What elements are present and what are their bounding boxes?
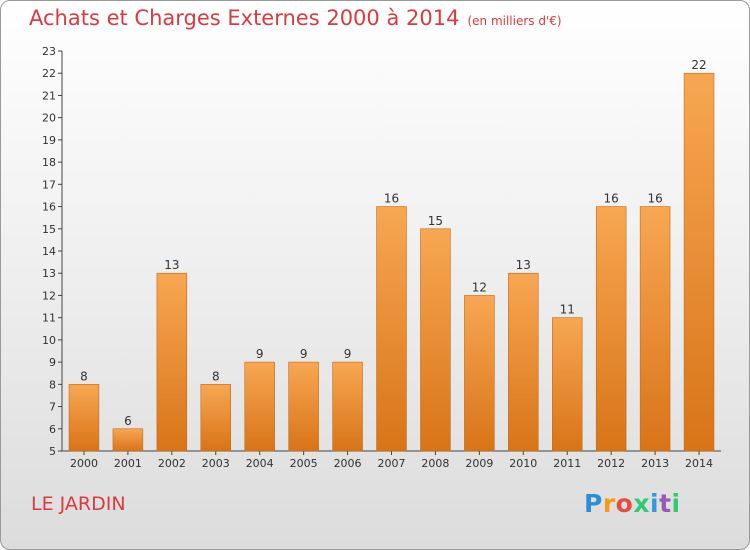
y-tick-label: 23 [42, 45, 56, 58]
bar [112, 428, 144, 452]
data-label: 13 [516, 258, 531, 272]
y-tick-label: 20 [42, 112, 56, 125]
x-tick-label: 2009 [465, 457, 493, 470]
unit-label: (en milliers d'€) [467, 14, 562, 28]
x-tick-label: 2013 [641, 457, 669, 470]
logo-letter: o [615, 489, 634, 518]
logo-letter: x [633, 489, 650, 518]
logo-letter: i [671, 489, 681, 518]
y-tick-label: 22 [42, 67, 56, 80]
bar [200, 384, 232, 452]
data-label: 13 [164, 258, 179, 272]
data-label: 12 [472, 280, 487, 294]
y-tick-label: 17 [42, 178, 56, 191]
x-tick-label: 2004 [246, 457, 274, 470]
bar [595, 206, 627, 452]
bar [288, 361, 319, 452]
x-tick-label: 2011 [553, 457, 581, 470]
y-tick-label: 10 [42, 334, 56, 347]
axes: 5 6 7 8 9 10 11 12 13 14 15 16 17 18 19 20 21 22 23 2000 200… [42, 45, 721, 470]
y-tick-label: 6 [49, 423, 56, 436]
x-tick-label: 2008 [421, 457, 449, 470]
data-label: 22 [691, 58, 706, 72]
data-label: 9 [344, 347, 352, 361]
x-tick-label: 2006 [334, 457, 362, 470]
x-tick-label: 2001 [114, 457, 142, 470]
title-text: Achats et Charges Externes 2000 à 2014 [29, 6, 460, 30]
data-label: 8 [80, 369, 88, 383]
bar [464, 295, 495, 452]
logo-letter: P [584, 489, 603, 518]
y-tick-label: 16 [42, 201, 56, 214]
x-tick-label: 2000 [70, 457, 98, 470]
y-tick-label: 13 [42, 267, 56, 280]
y-tick-label: 5 [49, 445, 56, 458]
data-label: 9 [300, 347, 308, 361]
y-tick-label: 12 [42, 289, 56, 302]
bar [244, 361, 275, 452]
y-tick-label: 11 [42, 312, 56, 325]
bar [376, 206, 407, 452]
logo-letter: r [602, 489, 616, 518]
y-tick-label: 19 [42, 134, 56, 147]
bar [639, 206, 671, 452]
y-tick-label: 15 [42, 223, 56, 236]
data-label: 6 [124, 414, 132, 428]
bar [683, 72, 715, 452]
bar [508, 272, 539, 452]
x-tick-label: 2007 [378, 457, 406, 470]
bars: 8 6 13 8 9 9 9 16 15 12 13 11 16 16 22 [68, 58, 715, 452]
bar [156, 272, 188, 452]
data-label: 16 [647, 192, 662, 206]
bar [551, 317, 583, 452]
x-tick-label: 2003 [202, 457, 230, 470]
data-label: 16 [384, 192, 399, 206]
data-label: 9 [256, 347, 264, 361]
x-tick-label: 2012 [597, 457, 625, 470]
bar [332, 361, 363, 452]
y-tick-label: 8 [49, 378, 56, 391]
data-label: 16 [604, 192, 619, 206]
y-tick-label: 21 [42, 89, 56, 102]
bar [68, 384, 100, 452]
proxiti-logo: Proxiti [584, 489, 681, 518]
y-tick-label: 18 [42, 156, 56, 169]
logo-letter: i [650, 489, 660, 518]
commune-name: LE JARDIN [31, 493, 126, 515]
bar [420, 228, 451, 452]
x-tick-label: 2010 [509, 457, 537, 470]
y-tick-label: 9 [49, 356, 56, 369]
chart-title: Achats et Charges Externes 2000 à 2014 (e… [29, 6, 562, 30]
data-label: 11 [560, 303, 575, 317]
y-tick-label: 7 [49, 401, 56, 414]
x-tick-label: 2005 [290, 457, 318, 470]
x-tick-label: 2014 [685, 457, 713, 470]
x-tick-label: 2002 [158, 457, 186, 470]
y-tick-label: 14 [42, 245, 56, 258]
data-label: 8 [212, 369, 220, 383]
logo-letter: t [659, 489, 672, 518]
data-label: 15 [428, 214, 443, 228]
